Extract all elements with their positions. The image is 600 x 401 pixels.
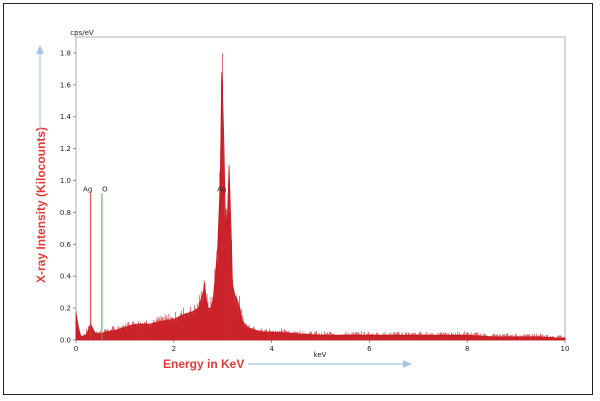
y-tick-label: 0.0 — [60, 337, 71, 345]
element-marker-label: Ag — [217, 185, 226, 193]
spectrum-noise — [75, 53, 566, 340]
y-tick-label: 0.4 — [60, 273, 72, 281]
x-tick-label: 10 — [561, 345, 570, 353]
y-axis-title: X-ray Intensity (Kilocounts) — [34, 127, 48, 283]
y-tick-label: 1.8 — [60, 49, 71, 57]
y-tick-label: 1.0 — [60, 177, 71, 185]
x-tick-label: 0 — [74, 345, 78, 353]
y-tick-label: 0.8 — [60, 209, 71, 217]
element-marker-label: O — [102, 185, 108, 193]
x-axis-arrow — [248, 360, 412, 368]
y-tick-label: 1.2 — [60, 145, 71, 153]
plot-area — [75, 36, 566, 341]
figure-frame — [3, 3, 593, 395]
x-tick-label: 8 — [465, 345, 469, 353]
element-marker-label: Ag — [83, 185, 92, 193]
x-axis-title: Energy in KeV — [163, 357, 244, 371]
x-tick-label: 6 — [367, 345, 372, 353]
y-axis-arrow — [36, 45, 44, 130]
y-tick-label: 1.4 — [60, 113, 72, 121]
x-tick-label: 4 — [269, 345, 274, 353]
spectrum-area — [75, 72, 566, 341]
y-tick-label: 0.6 — [60, 241, 72, 249]
y-tick-label: 0.2 — [60, 305, 71, 313]
unit-label: cps/eV — [70, 29, 94, 37]
y-tick-label: 1.6 — [60, 81, 72, 89]
x-tick-label: 2 — [172, 345, 176, 353]
x-axis-inner-label: keV — [314, 351, 327, 359]
